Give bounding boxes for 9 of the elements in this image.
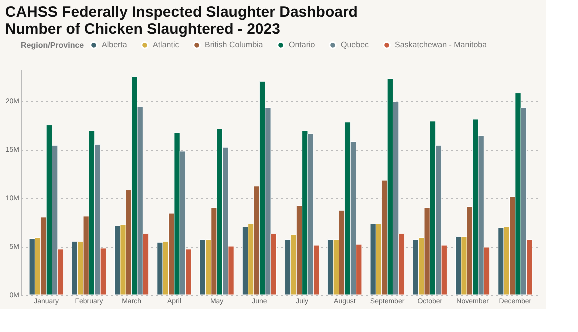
legend-label: Quebec [341,40,370,50]
legend-title: Region/Province [21,41,85,50]
text: Number of Chicken Slaughtered - 2023 [5,21,280,38]
legend-label: Ontario [289,40,316,50]
legend-label: Atlantic [153,40,180,50]
legend-label: Alberta [102,40,128,50]
text: CAHSS Federally Inspected Slaughter Dashboard [5,4,358,21]
legend-label: British Columbia [205,40,264,50]
legend-label: Saskatchewan - Manitoba [395,40,488,50]
